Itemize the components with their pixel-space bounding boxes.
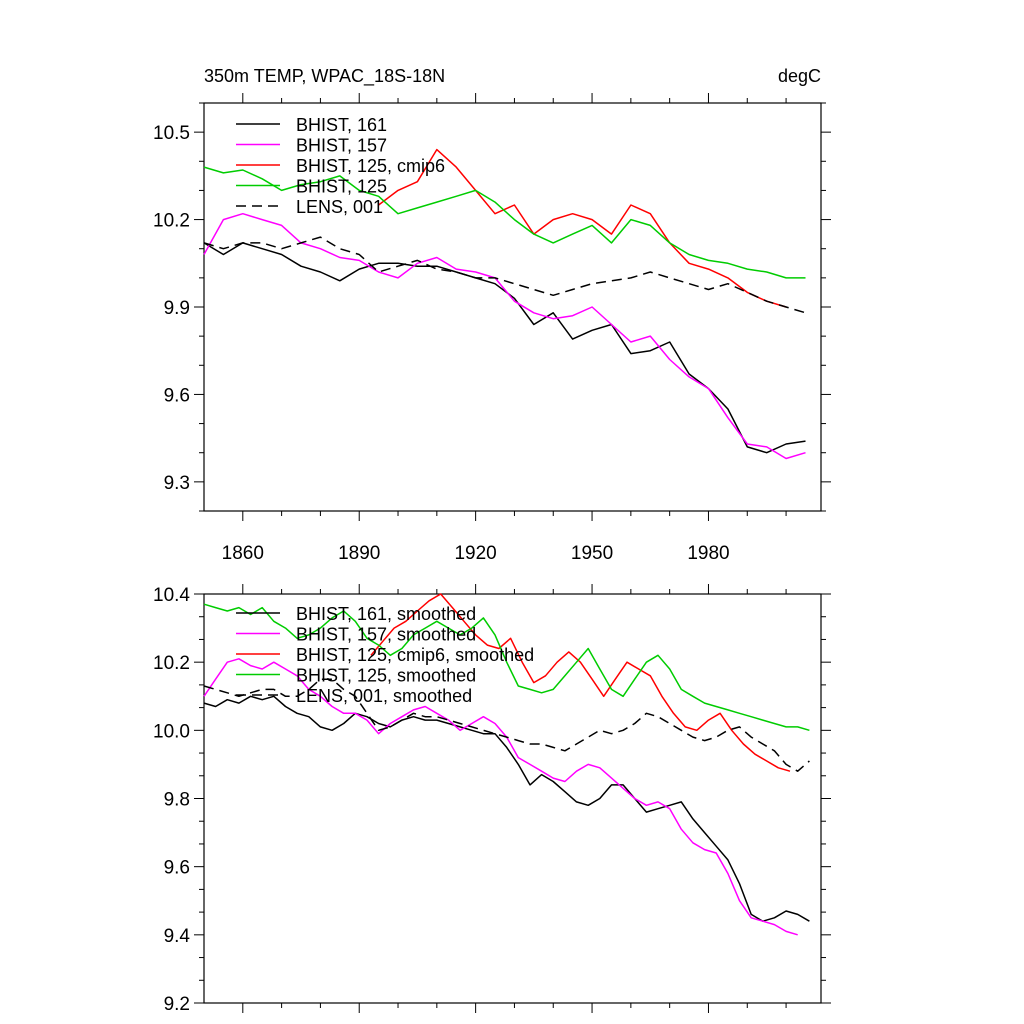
x-tick-label: 1980 [687, 543, 729, 564]
series-line-4 [203, 236, 806, 314]
legend-label: BHIST, 157 [296, 136, 387, 156]
x-tick-label: 1920 [454, 543, 496, 564]
series-line-3 [203, 603, 810, 732]
series-line-0 [203, 695, 810, 922]
y-tick-label: 9.6 [164, 858, 190, 879]
y-tick-label: 9.6 [164, 385, 190, 406]
y-tick-label: 9.2 [164, 994, 190, 1015]
y-tick-label: 9.3 [164, 473, 190, 494]
y-tick-label: 10.2 [153, 211, 190, 232]
top-panel: 1860 1890 1920 1950 1980 9.3 9.6 9.9 10.2 10.5 BHI… [153, 93, 831, 564]
series-line-1 [203, 658, 798, 936]
series-line-3 [203, 166, 806, 279]
x-tick-label: 1860 [222, 543, 264, 564]
x-tick-label: 1890 [338, 543, 380, 564]
legend-label: BHIST, 125, cmip6, smoothed [296, 645, 534, 665]
chart-title: 350m TEMP, WPAC_18S-18N [204, 66, 445, 87]
series-line-2 [378, 148, 787, 308]
y-tick-label: 10.5 [153, 123, 190, 144]
legend-label: BHIST, 157, smoothed [296, 625, 476, 645]
legend-label: BHIST, 125, smoothed [296, 666, 476, 686]
legend-label: LENS, 001 [296, 197, 383, 217]
y-tick-label: 9.4 [164, 926, 191, 947]
series-line-2 [370, 593, 791, 772]
x-tick-label: 1950 [571, 543, 613, 564]
y-tick-label: 10.4 [153, 585, 190, 606]
legend-label: BHIST, 161 [296, 115, 387, 135]
bottom-panel: 9.2 9.4 9.6 9.8 10.0 10.2 10.4 BHIST, 161, smoo… [153, 584, 831, 1015]
y-tick-label: 9.9 [164, 298, 190, 319]
series-line-1 [203, 212, 806, 460]
legend-label: LENS, 001, smoothed [296, 686, 472, 706]
y-tick-label: 9.8 [164, 790, 190, 811]
series-line-4 [203, 678, 810, 772]
y-tick-label: 10.0 [153, 721, 190, 742]
y-tick-label: 10.2 [153, 653, 190, 674]
legend-label: BHIST, 161, smoothed [296, 604, 476, 624]
legend-label: BHIST, 125 [296, 177, 387, 197]
series-line-0 [203, 242, 806, 454]
legend-label: BHIST, 125, cmip6 [296, 156, 445, 176]
chart-units: degC [778, 66, 821, 86]
